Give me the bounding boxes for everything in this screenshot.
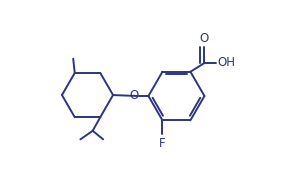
Text: O: O [199, 32, 209, 45]
Text: F: F [159, 137, 166, 150]
Text: OH: OH [217, 56, 235, 69]
Text: O: O [129, 89, 138, 102]
